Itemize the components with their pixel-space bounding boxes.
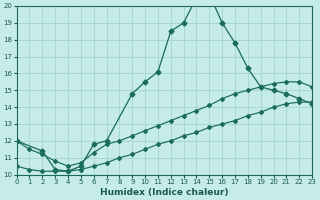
X-axis label: Humidex (Indice chaleur): Humidex (Indice chaleur) [100,188,228,197]
